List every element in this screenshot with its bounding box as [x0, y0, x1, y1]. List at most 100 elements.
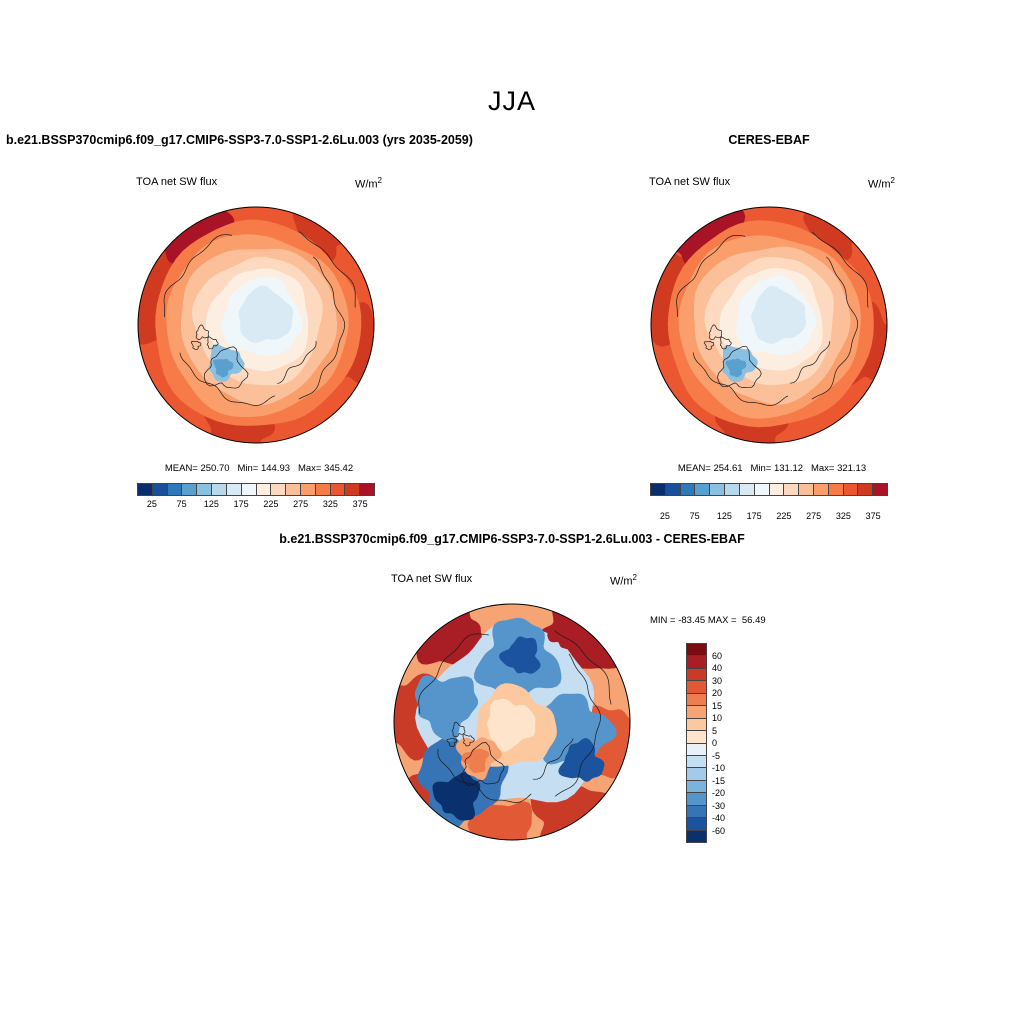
colorbar-cell — [687, 818, 706, 831]
colorbar-cell — [687, 668, 706, 682]
colorbar-boundary-label: -30 — [712, 800, 726, 811]
colorbar-boundary-label: -20 — [712, 788, 726, 798]
units-text: W/m — [354, 178, 378, 191]
units-text: W/m — [609, 575, 633, 588]
model-field-label: TOA net SW flux — [136, 176, 218, 188]
colorbar-cell — [769, 484, 785, 495]
colorbar-boundary-label: -10 — [712, 763, 726, 773]
colorbar-tick-label: 75 — [176, 499, 187, 509]
colorbar-cell — [695, 484, 711, 495]
colorbar-cell — [241, 484, 257, 495]
colorbar-cell — [226, 484, 242, 495]
colorbar-cell — [784, 484, 800, 495]
colorbar-cell — [256, 484, 272, 495]
colorbar-boundary-label: -60 — [712, 825, 726, 836]
colorbar-cell — [739, 484, 755, 495]
colorbar-tick-label: 325 — [835, 511, 851, 521]
colorbar-cell — [687, 768, 706, 781]
colorbar-cell — [873, 484, 887, 495]
colorbar-cell — [360, 484, 374, 495]
colorbar-cell — [687, 805, 706, 819]
colorbar-cell — [687, 731, 706, 744]
obs-field-label: TOA net SW flux — [649, 176, 731, 188]
colorbar-cell — [754, 484, 770, 495]
diff-colorbar — [686, 643, 707, 843]
diff-field-row: TOA net SW flux W/m2 — [391, 573, 637, 588]
colorbar-boundary-label: -15 — [712, 775, 726, 786]
colorbar-cell — [212, 484, 227, 495]
units-exponent: 2 — [377, 176, 382, 185]
colorbar-cell — [687, 830, 706, 842]
colorbar-cell — [799, 484, 814, 495]
colorbar-cell — [271, 484, 287, 495]
colorbar-boundary-label: 60 — [712, 650, 723, 661]
diff-polar-map-svg — [393, 603, 631, 841]
colorbar-tick-label: 325 — [322, 499, 338, 509]
colorbar-tick-label: 275 — [293, 499, 309, 509]
model-colorbar — [137, 483, 375, 496]
model-polar-map-svg — [137, 206, 375, 444]
units-text: W/m — [867, 178, 891, 191]
colorbar-cell — [687, 693, 706, 707]
diff-panel-title: b.e21.BSSP370cmip6.f09_g17.CMIP6-SSP3-7.… — [279, 532, 745, 546]
colorbar-cell — [680, 484, 696, 495]
colorbar-cell — [687, 706, 706, 719]
model-polar-map — [136, 205, 376, 445]
colorbar-cell — [345, 484, 361, 495]
colorbar-boundary-label: 30 — [712, 675, 723, 686]
model-field-row: TOA net SW flux W/m2 — [136, 176, 382, 191]
colorbar-cell — [315, 484, 331, 495]
colorbar-cell — [858, 484, 874, 495]
model-colorbar-ticks: 25 75 125 175 225 275 325 375 — [137, 497, 375, 509]
diff-colorbar-labels: 60 40 30 20 15 10 5 0 -5 -10 -15 -20 -30 -40 -60 — [712, 643, 746, 843]
colorbar-tick-label: 25 — [146, 499, 157, 509]
colorbar-cell — [687, 780, 706, 794]
colorbar-tick-label: 375 — [865, 511, 881, 521]
colorbar-boundary-label: 0 — [712, 738, 718, 748]
model-panel-title: b.e21.BSSP370cmip6.f09_g17.CMIP6-SSP3-7.… — [6, 133, 473, 147]
colorbar-boundary-label: 5 — [712, 725, 718, 736]
figure-title: JJA — [487, 86, 536, 116]
colorbar-cell — [300, 484, 316, 495]
model-stats: MEAN= 250.70 Min= 144.93 Max= 345.42 — [164, 463, 354, 474]
obs-polar-map — [649, 205, 889, 445]
obs-stats: MEAN= 254.61 Min= 131.12 Max= 321.13 — [677, 463, 867, 474]
colorbar-cell — [286, 484, 301, 495]
units-exponent: 2 — [632, 573, 637, 582]
colorbar-cell — [167, 484, 183, 495]
colorbar-cell — [725, 484, 740, 495]
colorbar-cell — [828, 484, 844, 495]
colorbar-cell — [182, 484, 198, 495]
colorbar-cell — [687, 755, 706, 769]
colorbar-tick-label: 375 — [352, 499, 368, 509]
obs-polar-map-svg — [650, 206, 888, 444]
colorbar-cell — [687, 644, 706, 657]
colorbar-cell — [197, 484, 213, 495]
colorbar-cell — [843, 484, 859, 495]
colorbar-boundary-label: 10 — [712, 713, 723, 723]
colorbar-cell — [687, 656, 706, 669]
colorbar-cell — [651, 484, 666, 495]
colorbar-boundary-label: 20 — [712, 688, 723, 698]
colorbar-tick-label: 175 — [233, 499, 249, 509]
colorbar-cell — [687, 681, 706, 694]
obs-colorbar-ticks: 25 75 125 175 225 275 325 375 — [650, 509, 888, 521]
colorbar-boundary-label: 15 — [712, 700, 723, 711]
diff-stats: MIN = -83.45 MAX = 56.49 — [650, 615, 766, 626]
colorbar-boundary-label: -5 — [712, 750, 721, 761]
diff-units-label: W/m2 — [610, 573, 637, 588]
model-units-label: W/m2 — [355, 176, 382, 191]
colorbar-cell — [813, 484, 829, 495]
colorbar-cell — [687, 743, 706, 756]
colorbar-boundary-label: 40 — [712, 663, 723, 673]
obs-units-label: W/m2 — [868, 176, 895, 191]
colorbar-tick-label: 125 — [203, 499, 219, 509]
colorbar-tick-label: 125 — [716, 511, 732, 521]
colorbar-cell — [710, 484, 726, 495]
colorbar-cell — [687, 793, 706, 806]
colorbar-tick-label: 75 — [689, 511, 700, 521]
colorbar-cell — [152, 484, 168, 495]
colorbar-cell — [138, 484, 153, 495]
obs-panel-title: CERES-EBAF — [728, 133, 810, 147]
colorbar-tick-label: 225 — [263, 499, 279, 509]
